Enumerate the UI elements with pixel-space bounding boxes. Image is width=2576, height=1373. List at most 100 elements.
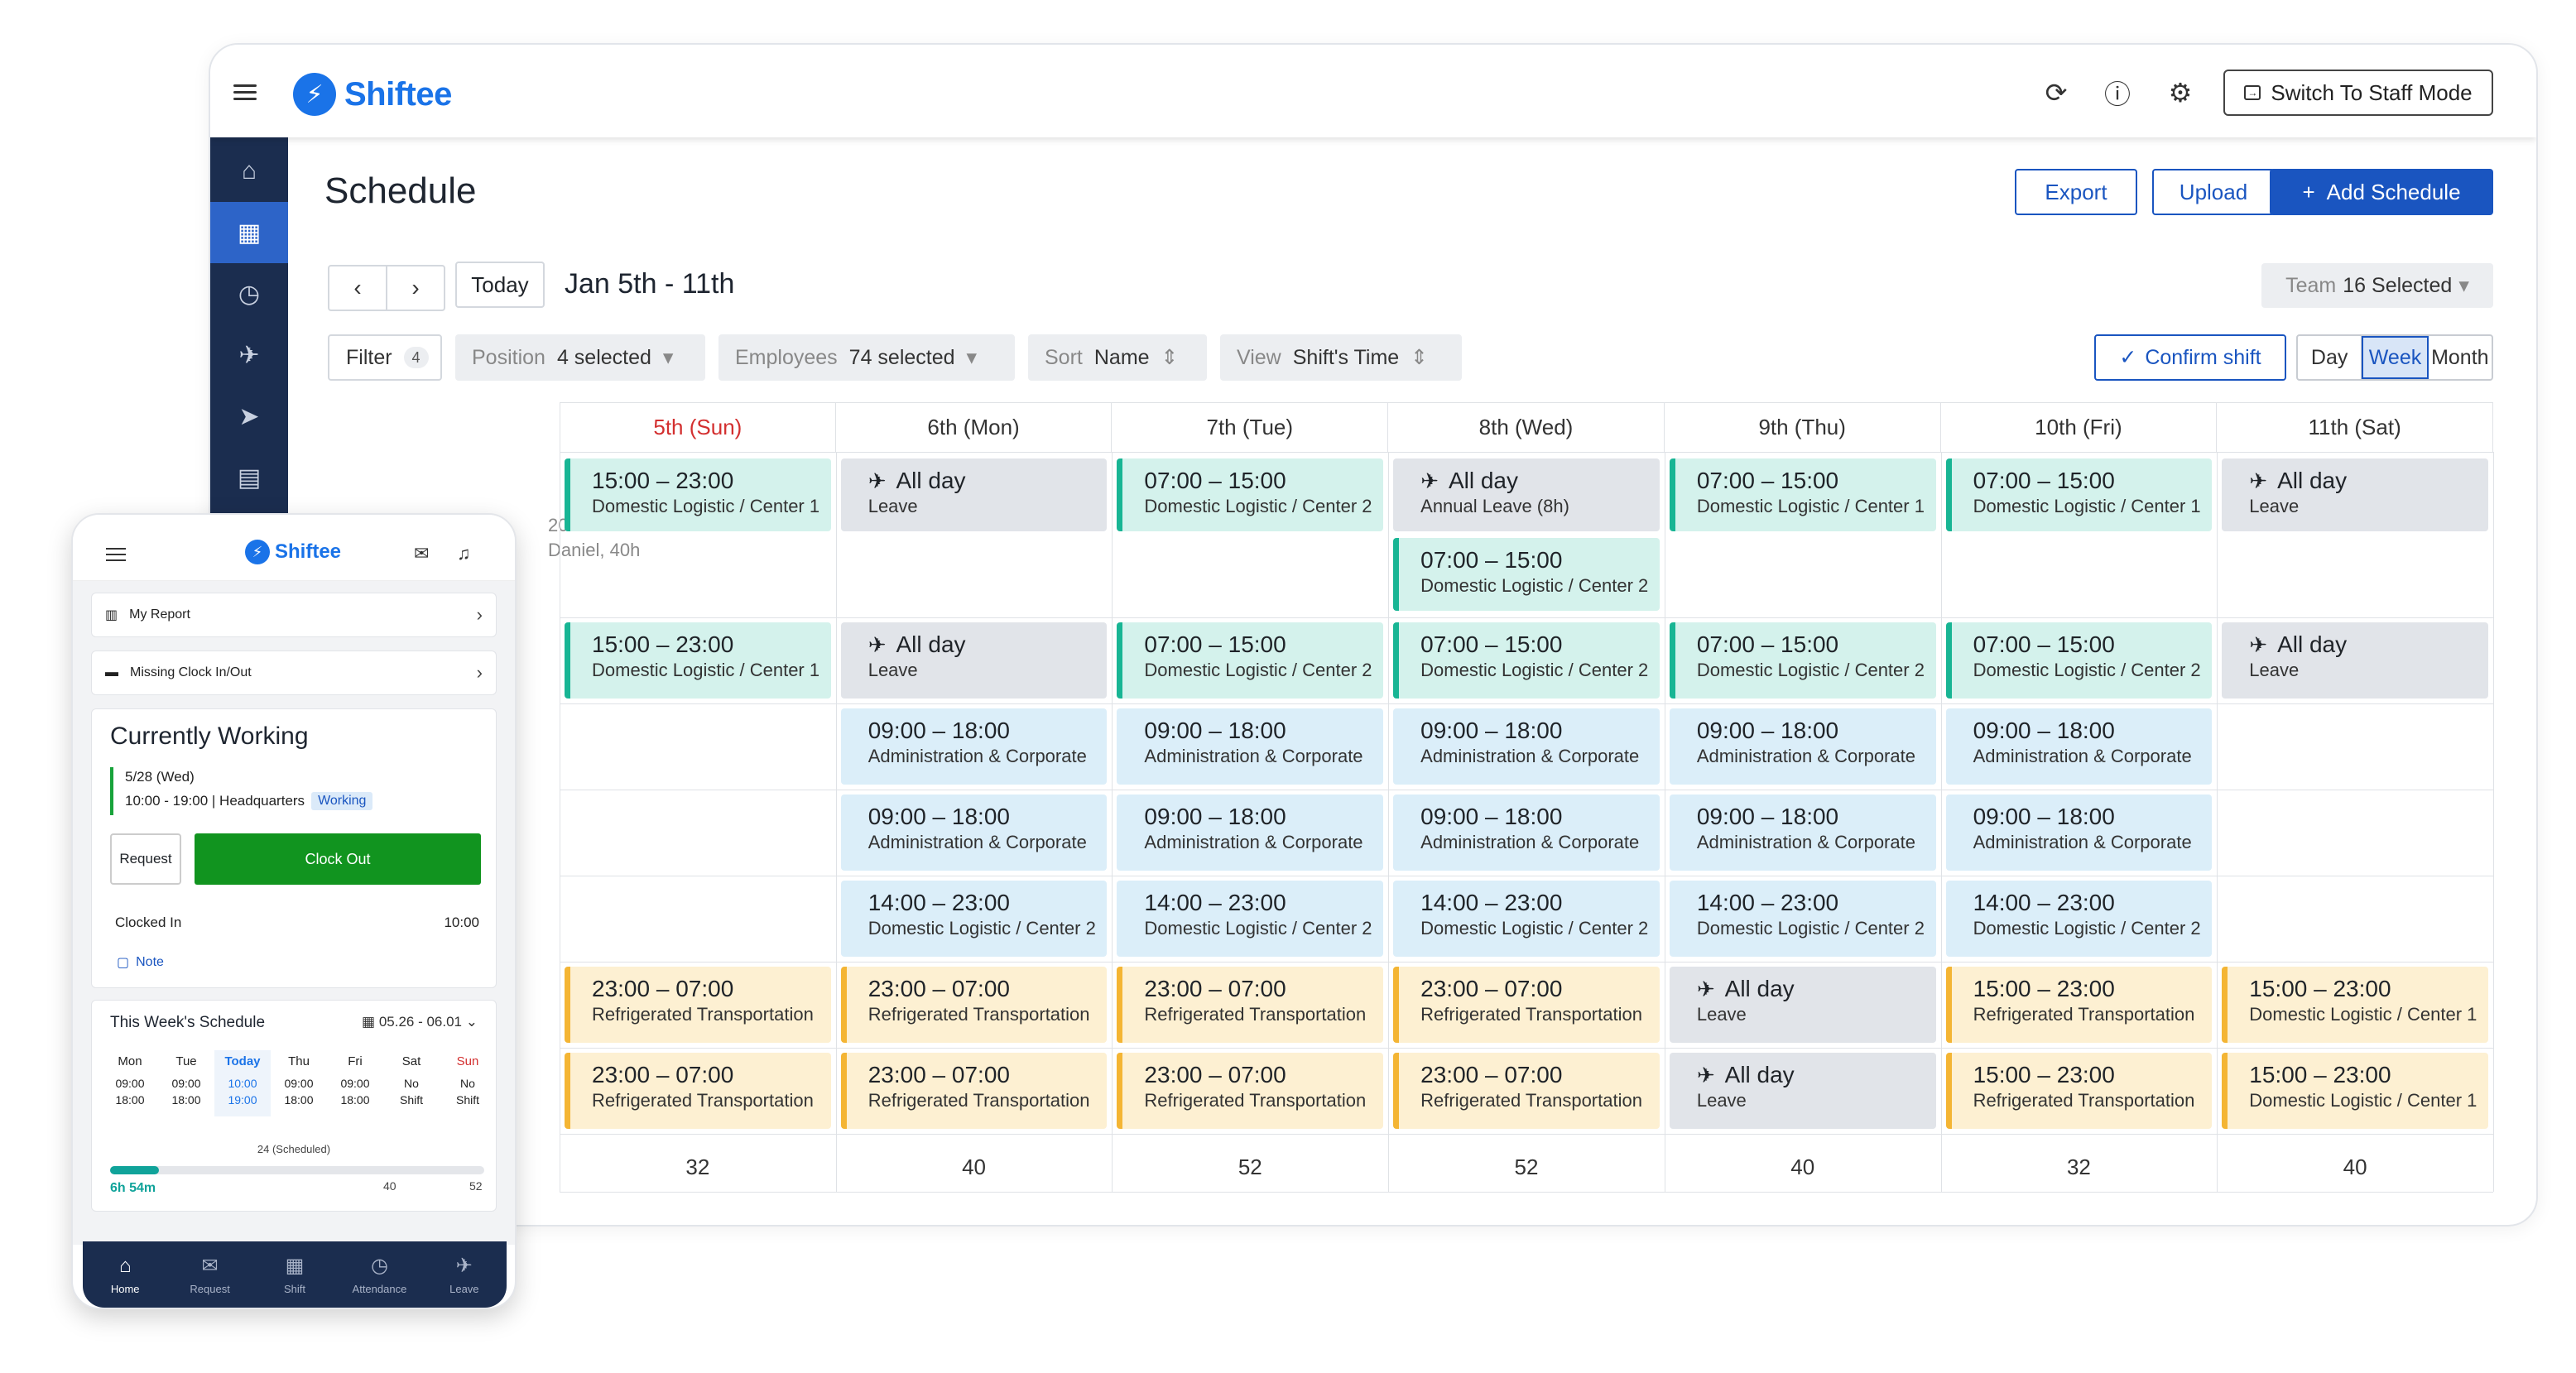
shift-block[interactable]: 09:00 – 18:00 Administration & Corporate xyxy=(840,795,1108,871)
view-mode-day[interactable]: Day xyxy=(2298,336,2362,379)
mobile-nav-request[interactable]: ✉ Request xyxy=(167,1241,252,1308)
refresh-icon[interactable]: ⟳ xyxy=(2045,78,2068,108)
shift-block[interactable]: 23:00 – 07:00 Refrigerated Transportation xyxy=(1393,967,1660,1043)
shift-block[interactable]: 07:00 – 15:00 Domestic Logistic / Center … xyxy=(1945,622,2213,699)
missing-clock-row[interactable]: ▬ Missing Clock In/Out › xyxy=(91,650,497,695)
shift-block[interactable]: 09:00 – 18:00 Administration & Corporate xyxy=(1117,795,1384,871)
shift-block[interactable]: 23:00 – 07:00 Refrigerated Transportation xyxy=(1393,1053,1660,1129)
shift-detail: Administration & Corporate xyxy=(867,746,1087,766)
mobile-nav-label: Request xyxy=(190,1283,230,1295)
view-mode-week[interactable]: Week xyxy=(2362,336,2429,379)
plane-icon: ✈ xyxy=(238,341,260,369)
shift-detail: Refrigerated Transportation xyxy=(592,1090,814,1111)
add-schedule-button[interactable]: + Add Schedule xyxy=(2270,169,2493,215)
shift-block[interactable]: 09:00 – 18:00 Administration & Corporate xyxy=(1117,708,1384,785)
shift-block[interactable]: 23:00 – 07:00 Refrigerated Transportation xyxy=(565,1053,831,1129)
sidebar-item-request[interactable]: ➤ xyxy=(210,386,288,447)
upload-button[interactable]: Upload xyxy=(2152,169,2275,215)
menu-icon[interactable] xyxy=(106,548,126,563)
shift-block[interactable]: 07:00 – 15:00 Domestic Logistic / Center … xyxy=(1669,622,1936,699)
menu-icon[interactable] xyxy=(233,84,257,101)
shift-block[interactable]: 23:00 – 07:00 Refrigerated Transportation xyxy=(1117,1053,1384,1129)
shift-detail: Domestic Logistic / Center 2 xyxy=(1696,918,1925,939)
filter-button[interactable]: Filter 4 xyxy=(328,334,442,381)
mobile-nav-shift[interactable]: ▦ Shift xyxy=(252,1241,337,1308)
request-button[interactable]: Request xyxy=(110,833,181,885)
shift-block[interactable]: 09:00 – 18:00 Administration & Corporate xyxy=(1669,795,1936,871)
switch-staff-mode-button[interactable]: → Switch To Staff Mode xyxy=(2223,70,2493,116)
view-select[interactable]: View Shift's Time ⇕ xyxy=(1220,334,1462,381)
shift-block[interactable]: 09:00 – 18:00 Administration & Corporate xyxy=(1945,795,2213,871)
help-icon[interactable]: ⓘ xyxy=(2103,79,2131,109)
shift-block[interactable]: 15:00 – 23:00 Refrigerated Transportation xyxy=(1945,1053,2213,1129)
team-select[interactable]: Team 16 Selected ▾ xyxy=(2261,263,2493,308)
mobile-nav-home[interactable]: ⌂ Home xyxy=(83,1241,167,1308)
shift-block[interactable]: 09:00 – 18:00 Administration & Corporate xyxy=(840,708,1108,785)
my-report-row[interactable]: ▥ My Report › xyxy=(91,593,497,637)
view-mode-month[interactable]: Month xyxy=(2431,345,2489,369)
today-button[interactable]: Today xyxy=(455,262,545,308)
shift-time: 15:00 – 23:00 xyxy=(592,468,734,493)
sidebar-item-leave[interactable]: ✈ xyxy=(210,324,288,386)
shift-block[interactable]: 15:00 – 23:00 Domestic Logistic / Center … xyxy=(2222,967,2488,1043)
sidebar-item-home[interactable]: ⌂ xyxy=(210,141,288,202)
sidebar-item-report[interactable]: ▤ xyxy=(210,447,288,508)
week-day: Sat No Shift xyxy=(383,1050,440,1116)
sidebar-item-schedule[interactable]: ▦ xyxy=(210,202,288,263)
shift-block[interactable]: 23:00 – 07:00 Refrigerated Transportation xyxy=(840,967,1108,1043)
week-range-select[interactable]: ▦ 05.26 - 06.01 ⌄ xyxy=(362,1014,478,1030)
sidebar-item-attendance[interactable]: ◷ xyxy=(210,263,288,324)
shift-block[interactable]: 23:00 – 07:00 Refrigerated Transportation xyxy=(840,1053,1108,1129)
mobile-nav-leave[interactable]: ✈ Leave xyxy=(422,1241,507,1308)
shift-block[interactable]: 14:00 – 23:00 Domestic Logistic / Center … xyxy=(840,881,1108,957)
message-icon[interactable]: ✉ xyxy=(414,543,430,564)
shift-block[interactable]: 14:00 – 23:00 Domestic Logistic / Center … xyxy=(1945,881,2213,957)
shift-block[interactable]: 15:00 – 23:00 Refrigerated Transportation xyxy=(1945,967,2213,1043)
shift-block[interactable]: 14:00 – 23:00 Domestic Logistic / Center … xyxy=(1669,881,1936,957)
shift-block[interactable]: 15:00 – 23:00 Domestic Logistic / Center … xyxy=(565,458,831,531)
logo-text: Shiftee xyxy=(344,75,452,113)
shift-block[interactable]: 09:00 – 18:00 Administration & Corporate xyxy=(1945,708,2213,785)
mobile-nav-attendance[interactable]: ◷ Attendance xyxy=(337,1241,421,1308)
shift-block[interactable]: 07:00 – 15:00 Domestic Logistic / Center … xyxy=(1945,458,2213,531)
shift-block[interactable]: 09:00 – 18:00 Administration & Corporate xyxy=(1393,795,1660,871)
shift-block[interactable]: 15:00 – 23:00 Domestic Logistic / Center … xyxy=(565,622,831,699)
filter-count-badge: 4 xyxy=(403,347,429,368)
caret-down-icon: ▾ xyxy=(2458,274,2469,297)
shift-time: 07:00 – 15:00 xyxy=(1420,631,1563,657)
shift-block[interactable]: 14:00 – 23:00 Domestic Logistic / Center … xyxy=(1393,881,1660,957)
next-week-button[interactable]: › xyxy=(386,265,445,311)
shift-block[interactable]: 07:00 – 15:00 Domestic Logistic / Center … xyxy=(1669,458,1936,531)
shift-block[interactable]: 07:00 – 15:00 Domestic Logistic / Center … xyxy=(1393,538,1660,611)
clock-out-button[interactable]: Clock Out xyxy=(195,833,481,885)
shift-block[interactable]: 09:00 – 18:00 Administration & Corporate xyxy=(1393,708,1660,785)
shift-block[interactable]: 09:00 – 18:00 Administration & Corporate xyxy=(1669,708,1936,785)
shift-block[interactable]: 15:00 – 23:00 Domestic Logistic / Center … xyxy=(2222,1053,2488,1129)
employees-select[interactable]: Employees 74 selected ▾ xyxy=(718,334,1015,381)
sort-select[interactable]: Sort Name ⇕ xyxy=(1028,334,1207,381)
shift-block[interactable]: 23:00 – 07:00 Refrigerated Transportation xyxy=(1117,967,1384,1043)
shift-block[interactable]: 07:00 – 15:00 Domestic Logistic / Center … xyxy=(1117,458,1384,531)
shift-block[interactable]: 14:00 – 23:00 Domestic Logistic / Center … xyxy=(1117,881,1384,957)
home-icon: ⌂ xyxy=(241,157,257,185)
bell-icon[interactable]: ♫ xyxy=(457,543,471,564)
position-select[interactable]: Position 4 selected ▾ xyxy=(455,334,705,381)
confirm-shift-button[interactable]: ✓ Confirm shift xyxy=(2094,334,2286,381)
shift-detail: Domestic Logistic / Center 2 xyxy=(1973,660,2201,680)
note-link[interactable]: ▢ Note xyxy=(117,954,164,971)
shift-block[interactable]: 07:00 – 15:00 Domestic Logistic / Center … xyxy=(1117,622,1384,699)
date-range: Jan 5th - 11th xyxy=(565,268,735,300)
prev-week-button[interactable]: ‹ xyxy=(328,265,387,311)
export-button[interactable]: Export xyxy=(2015,169,2137,215)
shift-block[interactable]: 23:00 – 07:00 Refrigerated Transportation xyxy=(565,967,831,1043)
shift-time: 23:00 – 07:00 xyxy=(1144,1062,1286,1087)
shift-block[interactable]: 07:00 – 15:00 Domestic Logistic / Center … xyxy=(1393,622,1660,699)
gear-icon[interactable]: ⚙ xyxy=(2168,78,2193,108)
